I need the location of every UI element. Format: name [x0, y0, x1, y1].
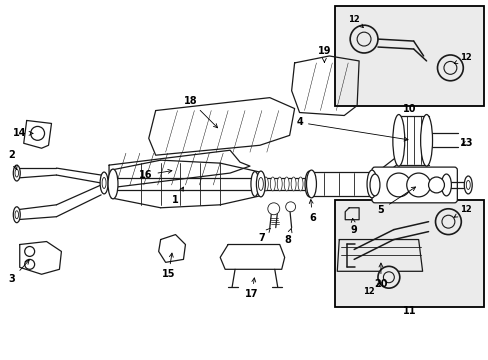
Circle shape [441, 215, 454, 228]
Circle shape [443, 62, 456, 74]
Text: 4: 4 [296, 117, 407, 141]
Circle shape [427, 177, 444, 193]
Ellipse shape [108, 169, 118, 199]
Ellipse shape [15, 169, 19, 177]
Ellipse shape [277, 177, 282, 191]
Text: 15: 15 [162, 253, 175, 279]
Text: 18: 18 [183, 96, 217, 128]
Ellipse shape [305, 171, 313, 197]
Circle shape [285, 202, 295, 212]
Text: 7: 7 [258, 228, 270, 243]
Text: 6: 6 [308, 199, 315, 223]
Text: 12: 12 [363, 283, 380, 296]
Ellipse shape [441, 174, 450, 196]
Ellipse shape [13, 207, 20, 223]
Ellipse shape [463, 176, 471, 194]
Ellipse shape [392, 114, 404, 166]
Circle shape [349, 25, 377, 53]
Ellipse shape [263, 177, 268, 191]
Circle shape [406, 173, 429, 197]
Text: 1: 1 [172, 187, 183, 205]
Bar [335, 200, 483, 307]
Circle shape [25, 247, 35, 256]
FancyBboxPatch shape [371, 167, 456, 203]
Circle shape [377, 266, 399, 288]
Text: 16: 16 [139, 170, 171, 180]
Bar [335, 6, 483, 105]
Circle shape [267, 203, 279, 215]
Text: 17: 17 [244, 278, 258, 299]
Text: 19: 19 [317, 46, 330, 62]
Text: 9: 9 [350, 219, 357, 235]
Circle shape [383, 272, 393, 283]
Text: 8: 8 [284, 229, 291, 244]
Ellipse shape [15, 211, 19, 219]
Ellipse shape [250, 172, 258, 196]
Text: 2: 2 [8, 150, 17, 170]
Circle shape [356, 32, 370, 46]
Ellipse shape [256, 171, 265, 197]
Text: 5: 5 [377, 187, 415, 215]
Circle shape [31, 126, 44, 140]
Ellipse shape [270, 177, 275, 191]
Text: 12: 12 [453, 205, 471, 217]
Circle shape [435, 209, 460, 235]
Ellipse shape [306, 170, 316, 198]
Text: 14: 14 [13, 129, 33, 138]
Text: 20: 20 [373, 263, 387, 289]
Ellipse shape [366, 170, 376, 198]
Text: 11: 11 [402, 306, 416, 316]
Text: 13: 13 [459, 138, 472, 148]
Text: 12: 12 [347, 15, 363, 28]
Ellipse shape [13, 165, 20, 181]
Text: 10: 10 [402, 104, 416, 113]
Text: 12: 12 [453, 53, 471, 64]
Ellipse shape [284, 177, 288, 191]
Ellipse shape [420, 114, 432, 166]
Circle shape [25, 260, 35, 269]
Circle shape [386, 173, 410, 197]
Text: 3: 3 [8, 260, 29, 284]
Ellipse shape [298, 177, 303, 191]
Ellipse shape [290, 177, 296, 191]
Ellipse shape [102, 177, 106, 188]
Ellipse shape [100, 172, 108, 194]
Circle shape [437, 55, 462, 81]
Ellipse shape [369, 174, 379, 196]
